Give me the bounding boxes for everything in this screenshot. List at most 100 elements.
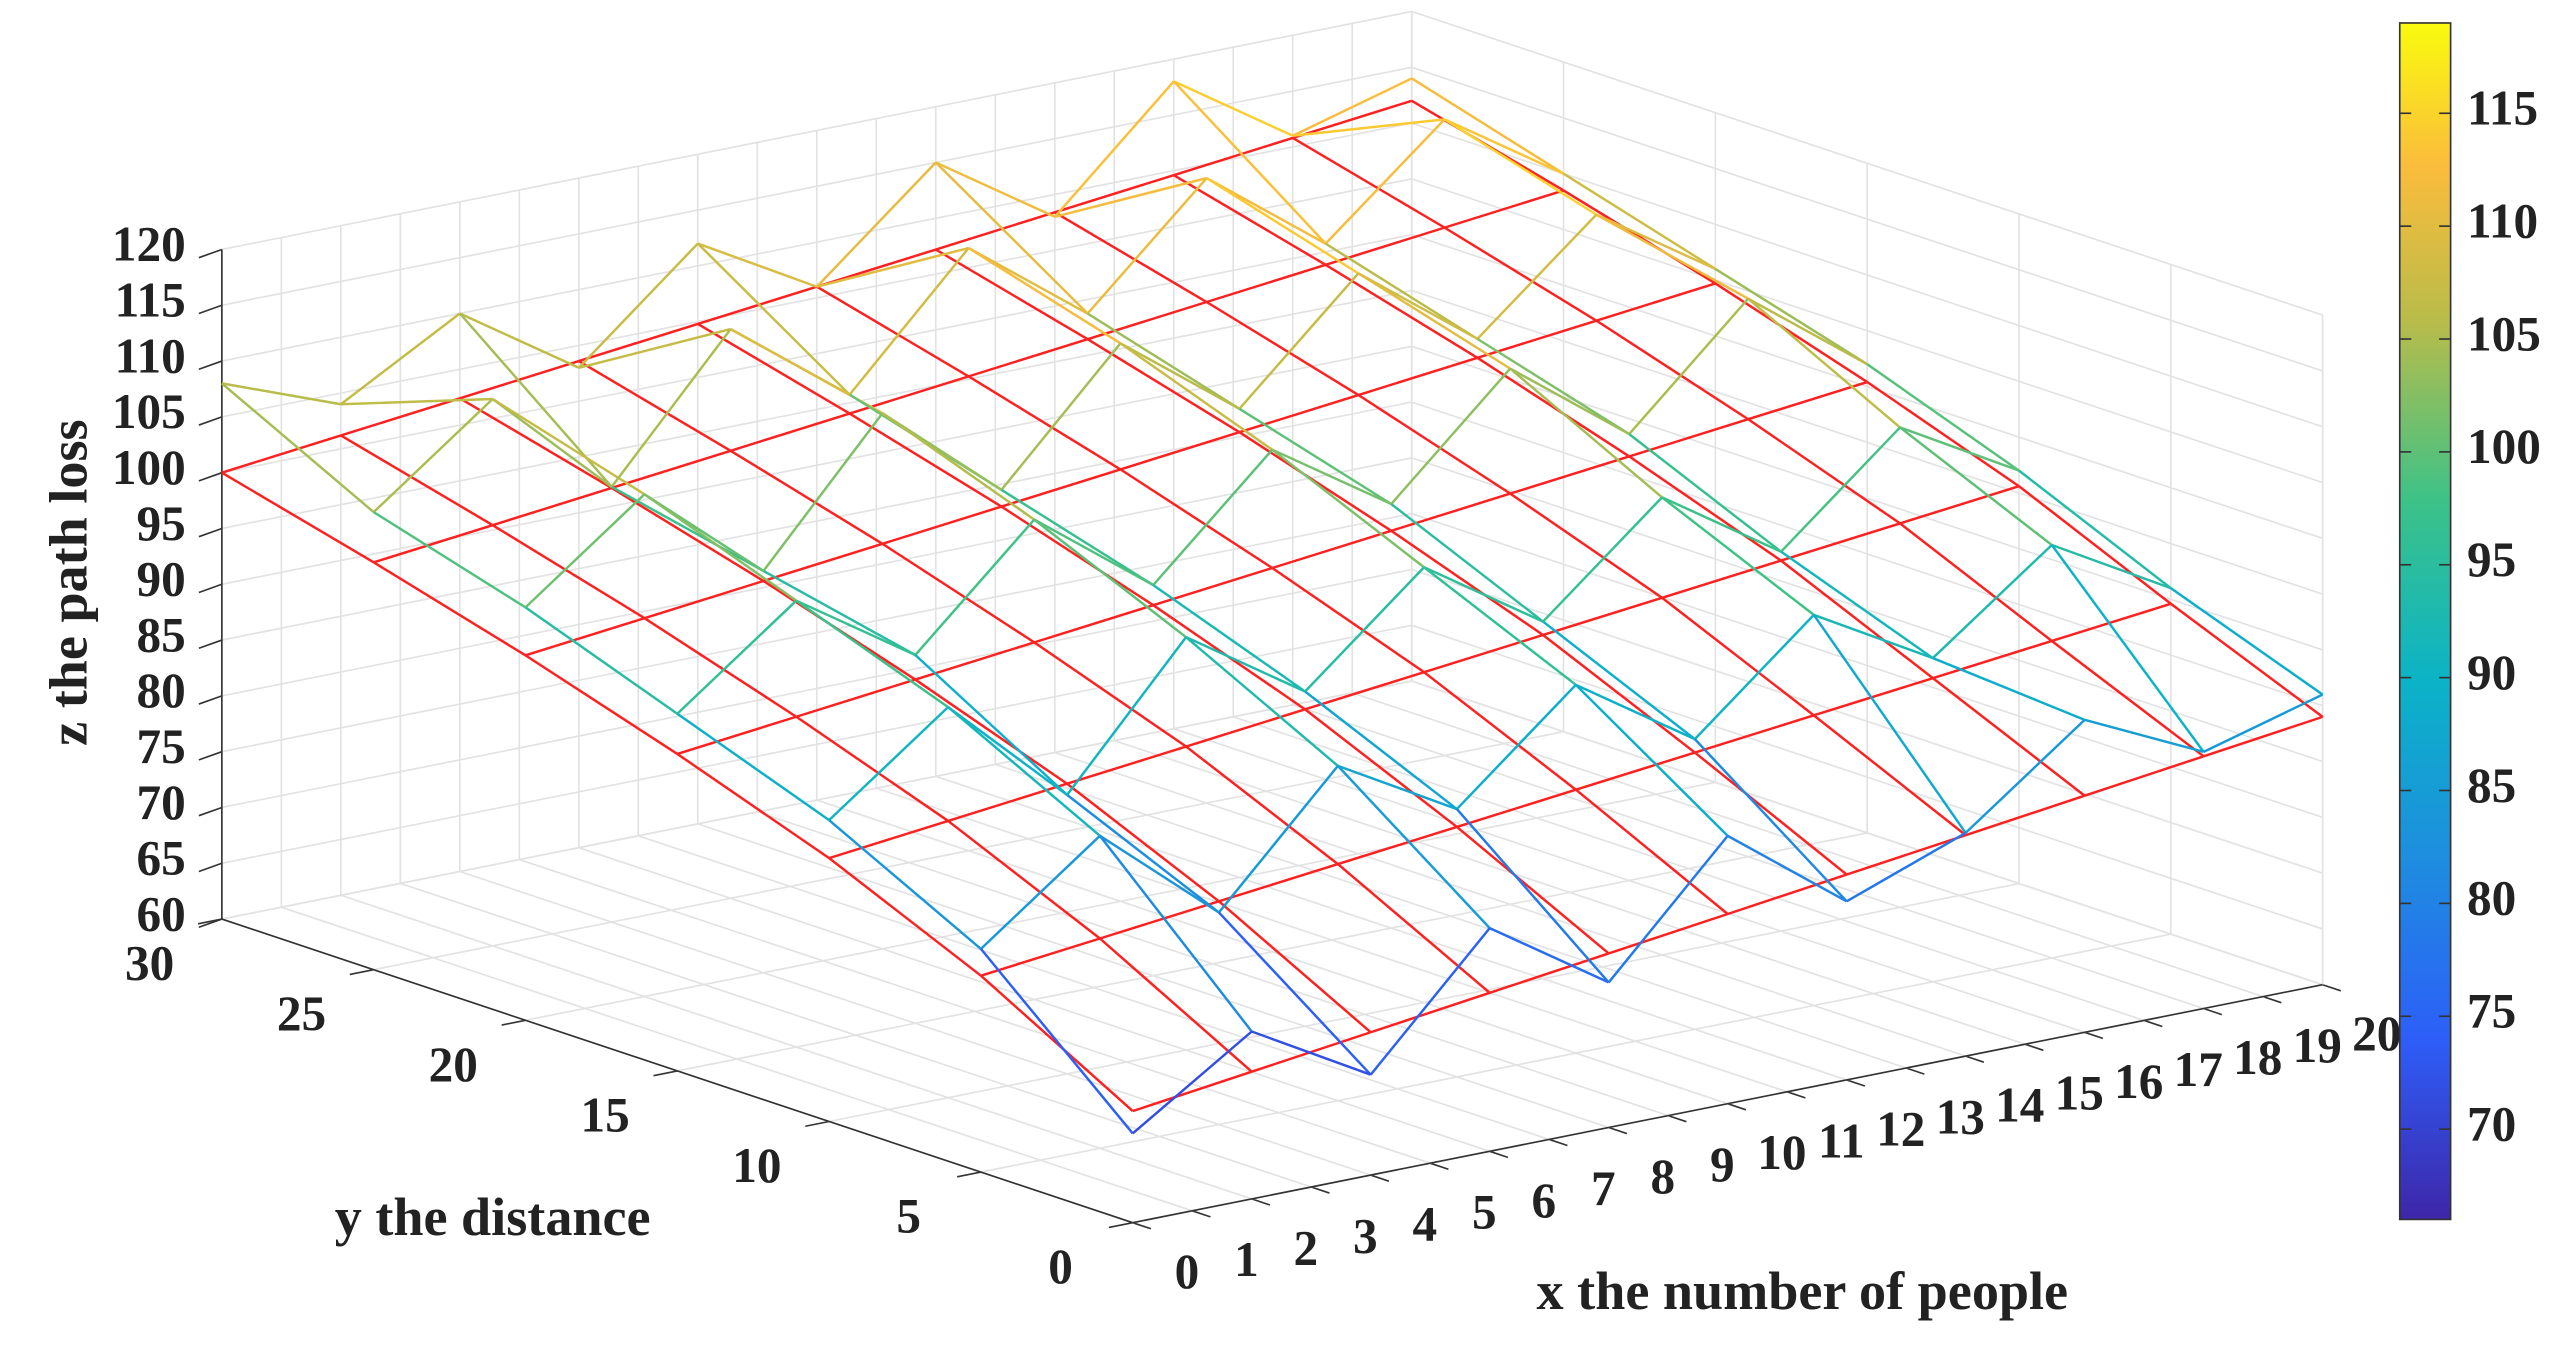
mesh-segment — [1185, 636, 1306, 693]
mesh-segment — [1866, 363, 2020, 472]
mesh-segment — [1714, 282, 1868, 384]
mesh-segment — [491, 398, 613, 488]
mesh-segment — [1251, 1030, 1372, 1076]
tick-mark — [805, 1120, 830, 1128]
mesh-segment — [795, 599, 949, 709]
mesh-segment — [1661, 496, 1782, 553]
mesh-segment — [947, 782, 1068, 823]
mesh-segment — [1693, 738, 1848, 903]
mesh-segment — [1099, 834, 1220, 914]
mesh-segment — [1099, 937, 1253, 1073]
tick-mark — [198, 750, 223, 761]
grid-line — [1411, 289, 2323, 595]
mesh-segment — [676, 752, 830, 860]
z-tick-label: 65 — [137, 831, 186, 886]
mesh-segment — [848, 247, 970, 396]
mesh-segment — [1575, 683, 1696, 741]
mesh-segment — [1476, 356, 1630, 458]
y-tick-label: 20 — [429, 1037, 478, 1092]
mesh-segment — [828, 857, 982, 977]
mesh-segment — [644, 579, 764, 620]
mesh-segment — [1000, 505, 1154, 607]
colorbar-tick-label: 105 — [2467, 306, 2541, 361]
axis-line — [1132, 983, 2323, 1224]
x-tick-label: 16 — [2114, 1054, 2163, 1109]
y-tick-label: 0 — [1048, 1239, 1073, 1294]
mesh-segment — [979, 948, 1134, 1135]
mesh-segment — [676, 712, 830, 822]
mesh-segment — [1173, 136, 1294, 177]
tick-mark — [1489, 1150, 1509, 1159]
mesh-segment — [1271, 566, 1425, 674]
grid-line — [221, 10, 1412, 251]
grid-line — [980, 933, 2171, 1173]
mesh-segment — [881, 542, 1035, 644]
tick-mark — [1108, 1221, 1133, 1229]
mesh-segment — [1747, 418, 1901, 525]
mesh-segment — [1185, 708, 1306, 748]
mesh-segment — [1152, 566, 1273, 607]
mesh-segment — [1455, 808, 1610, 984]
mesh-segment — [1780, 522, 1901, 562]
mesh-segment — [1509, 455, 1630, 495]
tick-mark — [198, 918, 223, 929]
grid-line — [221, 401, 1412, 641]
mesh-segment — [492, 524, 646, 620]
colorbar-tick-label: 70 — [2467, 1096, 2516, 1151]
mesh-segment — [947, 819, 1101, 940]
mesh-segment — [1370, 991, 1491, 1034]
z-tick-label: 115 — [115, 273, 186, 328]
mesh-segment — [1575, 751, 1696, 791]
mesh-segment — [980, 974, 1134, 1113]
grid-line — [221, 178, 1412, 418]
mesh-segment — [1337, 825, 1458, 866]
mesh-segment — [676, 715, 797, 756]
mesh-segment — [828, 819, 982, 950]
mesh-segment — [2018, 469, 2172, 590]
mesh-segment — [524, 654, 678, 755]
colorbar-tick-label: 115 — [2467, 81, 2538, 136]
mesh-segment — [1542, 620, 1696, 741]
colorbar-tick-label: 80 — [2467, 871, 2516, 926]
tick-mark — [1667, 1114, 1687, 1123]
mesh-segment — [914, 641, 1035, 681]
mesh-segment — [340, 397, 461, 437]
z-tick-label: 85 — [137, 607, 186, 662]
mesh-segment — [524, 606, 678, 715]
mesh-segment — [2084, 718, 2204, 754]
mesh-segment — [1747, 297, 1901, 429]
mesh-segment — [1390, 503, 1544, 623]
mesh-segment — [340, 434, 494, 527]
mesh-segment — [763, 542, 883, 583]
mesh-segment — [1846, 833, 1967, 876]
grid-line — [221, 66, 1412, 307]
mesh-segment — [1899, 522, 2053, 642]
grid-line — [1411, 401, 2323, 707]
tick-mark — [1191, 1210, 1211, 1218]
mesh-segment — [1205, 300, 1360, 397]
mesh-segment — [1489, 926, 1610, 984]
grid-line — [221, 512, 1412, 753]
tick-mark — [2203, 1007, 2223, 1016]
mesh-segment — [1509, 367, 1630, 436]
y-tick-label: 5 — [896, 1189, 921, 1244]
x-tick-label: 19 — [2293, 1018, 2342, 1073]
mesh-segment — [762, 412, 884, 572]
mesh-segment — [914, 678, 1068, 785]
mesh-segment — [1562, 172, 1717, 270]
tick-mark — [198, 527, 223, 538]
tick-mark — [2143, 1019, 2163, 1028]
mesh-segment — [1000, 342, 1122, 491]
mesh-segment — [1357, 272, 1478, 340]
mesh-segment — [1217, 911, 1372, 1076]
x-tick-label: 3 — [1353, 1208, 1378, 1263]
mesh-segment — [221, 471, 375, 564]
mesh-segment — [914, 654, 1068, 796]
x-tick-label: 9 — [1710, 1137, 1735, 1192]
tick-mark — [501, 1019, 526, 1026]
colorbar-tick-label: 95 — [2467, 532, 2516, 587]
axes-box: 0 1 2 3 4 5 6 7 8 9 10 11 12 13 14 15 16 17 18 19 2005101520… — [112, 10, 2401, 1299]
tick-mark — [1608, 1126, 1628, 1135]
mesh-segment — [1693, 614, 1815, 740]
mesh-segment — [2170, 602, 2324, 718]
